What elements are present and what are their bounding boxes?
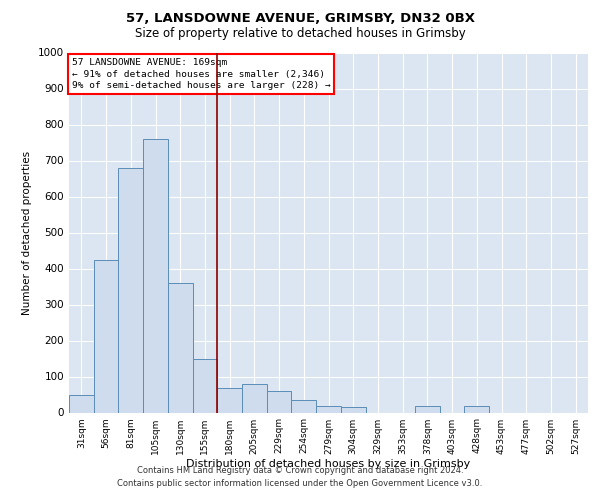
Bar [267,391,292,412]
Bar [316,406,341,412]
Bar [69,394,94,412]
Bar [341,407,365,412]
Bar [292,400,316,412]
Bar [94,260,118,412]
Bar [168,283,193,412]
X-axis label: Distribution of detached houses by size in Grimsby: Distribution of detached houses by size … [187,460,470,469]
Bar [464,406,489,412]
Text: Contains HM Land Registry data © Crown copyright and database right 2024.
Contai: Contains HM Land Registry data © Crown c… [118,466,482,487]
Text: 57, LANSDOWNE AVENUE, GRIMSBY, DN32 0BX: 57, LANSDOWNE AVENUE, GRIMSBY, DN32 0BX [125,12,475,26]
Bar [193,358,217,412]
Bar [242,384,267,412]
Text: Size of property relative to detached houses in Grimsby: Size of property relative to detached ho… [134,28,466,40]
Bar [143,139,168,412]
Bar [118,168,143,412]
Bar [415,406,440,412]
Bar [217,388,242,412]
Text: 57 LANSDOWNE AVENUE: 169sqm
← 91% of detached houses are smaller (2,346)
9% of s: 57 LANSDOWNE AVENUE: 169sqm ← 91% of det… [71,58,331,90]
Y-axis label: Number of detached properties: Number of detached properties [22,150,32,314]
